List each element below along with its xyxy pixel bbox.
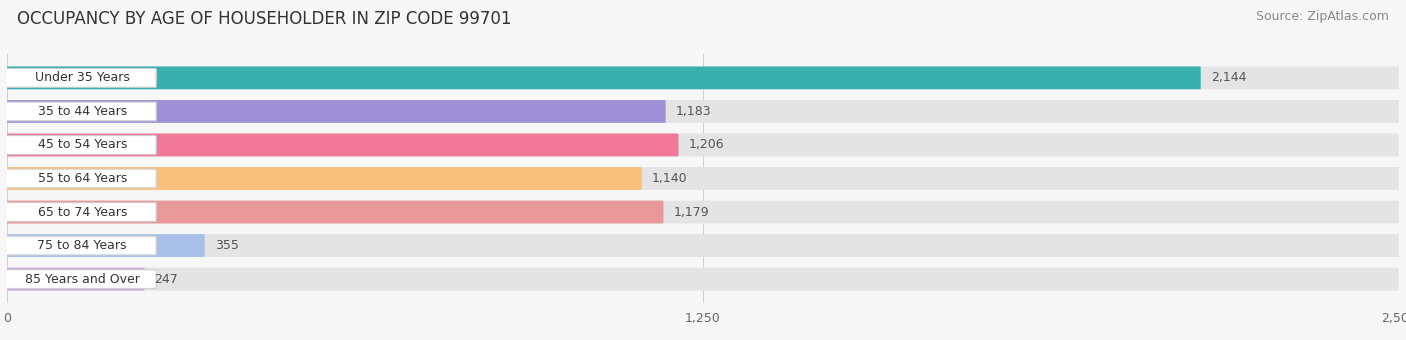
Text: 247: 247	[155, 273, 179, 286]
Text: 2,144: 2,144	[1211, 71, 1246, 84]
FancyBboxPatch shape	[6, 102, 156, 121]
Text: 65 to 74 Years: 65 to 74 Years	[38, 206, 127, 219]
FancyBboxPatch shape	[6, 169, 156, 188]
FancyBboxPatch shape	[7, 268, 145, 290]
FancyBboxPatch shape	[7, 67, 1201, 89]
FancyBboxPatch shape	[7, 100, 1399, 123]
Text: 1,206: 1,206	[689, 138, 724, 151]
FancyBboxPatch shape	[6, 236, 156, 255]
FancyBboxPatch shape	[7, 234, 1399, 257]
FancyBboxPatch shape	[7, 167, 641, 190]
Text: OCCUPANCY BY AGE OF HOUSEHOLDER IN ZIP CODE 99701: OCCUPANCY BY AGE OF HOUSEHOLDER IN ZIP C…	[17, 10, 512, 28]
Text: 35 to 44 Years: 35 to 44 Years	[38, 105, 127, 118]
Text: Source: ZipAtlas.com: Source: ZipAtlas.com	[1256, 10, 1389, 23]
Text: 45 to 54 Years: 45 to 54 Years	[38, 138, 127, 151]
FancyBboxPatch shape	[7, 234, 205, 257]
FancyBboxPatch shape	[7, 134, 679, 156]
FancyBboxPatch shape	[7, 201, 1399, 223]
FancyBboxPatch shape	[7, 67, 1399, 89]
FancyBboxPatch shape	[6, 203, 156, 221]
Text: 85 Years and Over: 85 Years and Over	[25, 273, 139, 286]
Text: 355: 355	[215, 239, 239, 252]
Text: 75 to 84 Years: 75 to 84 Years	[38, 239, 127, 252]
Text: 55 to 64 Years: 55 to 64 Years	[38, 172, 127, 185]
FancyBboxPatch shape	[7, 268, 1399, 290]
FancyBboxPatch shape	[7, 201, 664, 223]
FancyBboxPatch shape	[7, 134, 1399, 156]
FancyBboxPatch shape	[6, 69, 156, 87]
Text: 1,183: 1,183	[676, 105, 711, 118]
FancyBboxPatch shape	[7, 167, 1399, 190]
FancyBboxPatch shape	[7, 100, 665, 123]
Text: 1,179: 1,179	[673, 206, 709, 219]
FancyBboxPatch shape	[6, 136, 156, 154]
Text: 1,140: 1,140	[652, 172, 688, 185]
FancyBboxPatch shape	[6, 270, 156, 288]
Text: Under 35 Years: Under 35 Years	[35, 71, 129, 84]
